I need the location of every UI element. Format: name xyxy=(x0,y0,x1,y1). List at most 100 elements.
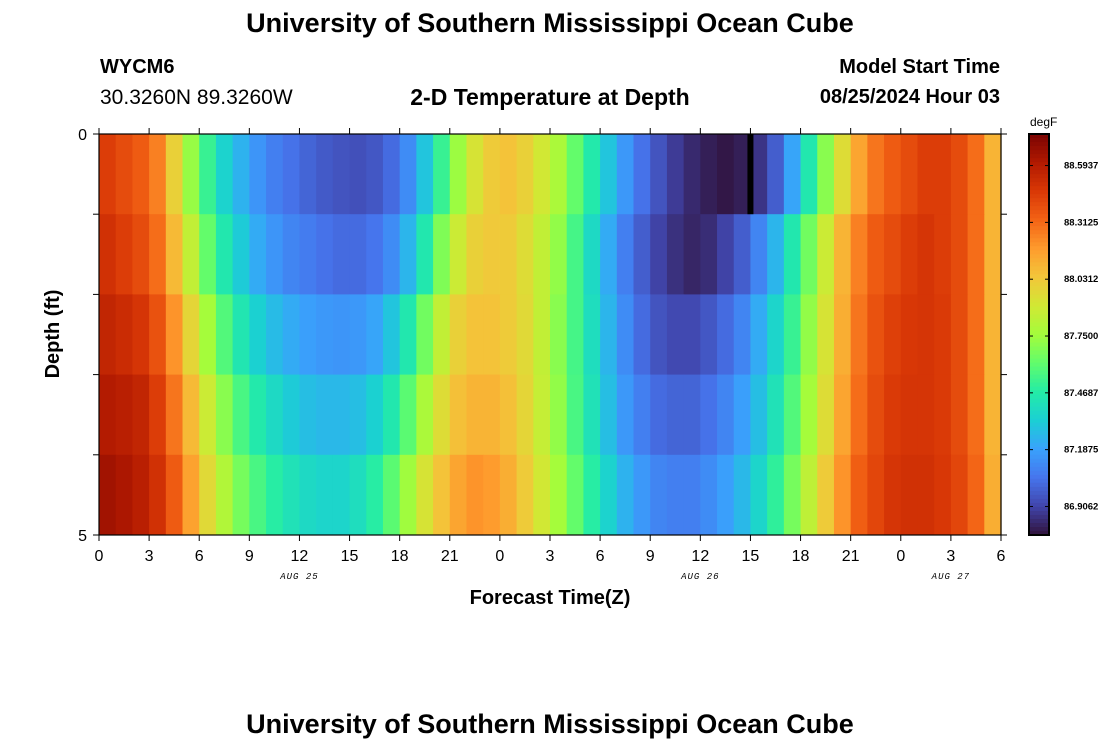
heatmap-cell xyxy=(382,134,401,215)
colorbar-segment xyxy=(1029,502,1049,508)
heatmap-cell xyxy=(449,134,468,215)
heatmap-cell xyxy=(316,374,334,456)
heatmap-cell xyxy=(700,374,718,456)
colorbar-segment xyxy=(1029,474,1049,480)
x-tick-label: 18 xyxy=(391,548,409,565)
heatmap-cell xyxy=(566,134,584,215)
heatmap-cell xyxy=(934,134,952,215)
heatmap-cell xyxy=(199,214,217,295)
heatmap-cell xyxy=(149,454,167,536)
colorbar-segment xyxy=(1029,366,1049,372)
heatmap-cell xyxy=(366,294,384,375)
colorbar-segment xyxy=(1029,454,1049,460)
colorbar-segment xyxy=(1029,358,1049,364)
heatmap-cell xyxy=(683,214,701,295)
colorbar-segment xyxy=(1029,318,1049,323)
colorbar-segment xyxy=(1029,302,1049,307)
heatmap-cell xyxy=(633,374,651,456)
heatmap-cell xyxy=(382,374,401,456)
heatmap-cell xyxy=(249,134,267,215)
heatmap-cell xyxy=(666,294,685,375)
heatmap-cell xyxy=(149,294,167,375)
colorbar-segment xyxy=(1029,262,1049,267)
heatmap-cell xyxy=(783,294,802,375)
heatmap-cell xyxy=(950,134,969,215)
heatmap-cell xyxy=(299,374,317,456)
heatmap-cell xyxy=(833,134,852,215)
colorbar-segment xyxy=(1029,426,1049,432)
heatmap-cell xyxy=(583,454,601,536)
heatmap-cell xyxy=(650,374,668,456)
colorbar-segment xyxy=(1029,390,1049,396)
x-day-label: AUG 26 xyxy=(680,572,719,582)
colorbar-segment xyxy=(1029,274,1049,279)
heatmap-cell xyxy=(733,134,752,215)
heatmap-cell xyxy=(282,294,301,375)
heatmap-cell xyxy=(733,294,752,375)
colorbar-segment xyxy=(1029,314,1049,319)
colorbar-segment xyxy=(1029,190,1049,195)
colorbar-segment xyxy=(1029,394,1049,400)
heatmap-cell xyxy=(215,134,234,215)
heatmap-cell xyxy=(99,214,117,295)
heatmap-cell xyxy=(382,294,401,375)
x-axis-label: Forecast Time(Z) xyxy=(470,587,631,609)
heatmap-cell xyxy=(967,134,985,215)
heatmap-cell xyxy=(165,454,184,536)
colorbar-segment xyxy=(1029,218,1049,223)
heatmap-cell xyxy=(182,214,200,295)
heatmap-cell xyxy=(900,134,919,215)
colorbar-segment xyxy=(1029,270,1049,275)
heatmap-cell xyxy=(733,214,752,295)
colorbar-segment xyxy=(1029,486,1049,492)
x-tick-label: 3 xyxy=(546,548,555,565)
heatmap-cell xyxy=(917,374,935,456)
heatmap-cell xyxy=(934,214,952,295)
heatmap-cell xyxy=(399,374,417,456)
heatmap-cell xyxy=(499,374,518,456)
colorbar-segment xyxy=(1029,510,1049,516)
heatmap-cell xyxy=(850,454,868,536)
model-start-value: 08/25/2024 Hour 03 xyxy=(819,86,1000,108)
heatmap-cell xyxy=(800,214,818,295)
colorbar-segment xyxy=(1029,170,1049,175)
heatmap-cell xyxy=(299,214,317,295)
heatmap-cell xyxy=(366,214,384,295)
heatmap-cell xyxy=(984,214,1002,295)
heatmap-cell xyxy=(499,134,518,215)
footer-title: University of Southern Mississippi Ocean… xyxy=(246,709,854,739)
heatmap-cell xyxy=(783,454,802,536)
colorbar-segment xyxy=(1029,266,1049,271)
colorbar-tick-label: 87.7500 xyxy=(1064,331,1098,342)
colorbar-segment xyxy=(1029,462,1049,468)
colorbar-segment xyxy=(1029,186,1049,191)
heatmap-cell xyxy=(282,374,301,456)
heatmap-cell xyxy=(600,374,618,456)
heatmap-cell xyxy=(900,454,919,536)
heatmap-cell xyxy=(349,374,367,456)
x-tick-label: 6 xyxy=(195,548,204,565)
colorbar: 88.5937 88.3125 88.0312 87.7500 87.4687 87.18… xyxy=(1028,133,1099,536)
heatmap-cell xyxy=(817,214,835,295)
heatmap-cell xyxy=(850,134,868,215)
colorbar-segment xyxy=(1029,522,1049,528)
heatmap-cell xyxy=(817,454,835,536)
plot-title: 2-D Temperature at Depth xyxy=(410,84,690,110)
heatmap-cell xyxy=(99,374,117,456)
heatmap-cell xyxy=(165,134,184,215)
heatmap-cell xyxy=(449,374,468,456)
x-tick-label: 12 xyxy=(691,548,709,565)
heatmap-cell xyxy=(366,374,384,456)
heatmap-cell xyxy=(733,374,752,456)
heatmap-cell xyxy=(249,374,267,456)
heatmap-cell xyxy=(566,374,584,456)
heatmap-cell xyxy=(132,454,150,536)
heatmap-cell xyxy=(566,454,584,536)
x-day-labels: AUG 25 AUG 26 AUG 27 xyxy=(279,572,969,582)
heatmap-cell xyxy=(483,454,501,536)
heatmap-cell xyxy=(867,294,885,375)
colorbar-segment xyxy=(1029,298,1049,303)
heatmap-cell xyxy=(366,454,384,536)
y-axis-label: Depth (ft) xyxy=(42,290,64,379)
colorbar-segment xyxy=(1029,198,1049,203)
